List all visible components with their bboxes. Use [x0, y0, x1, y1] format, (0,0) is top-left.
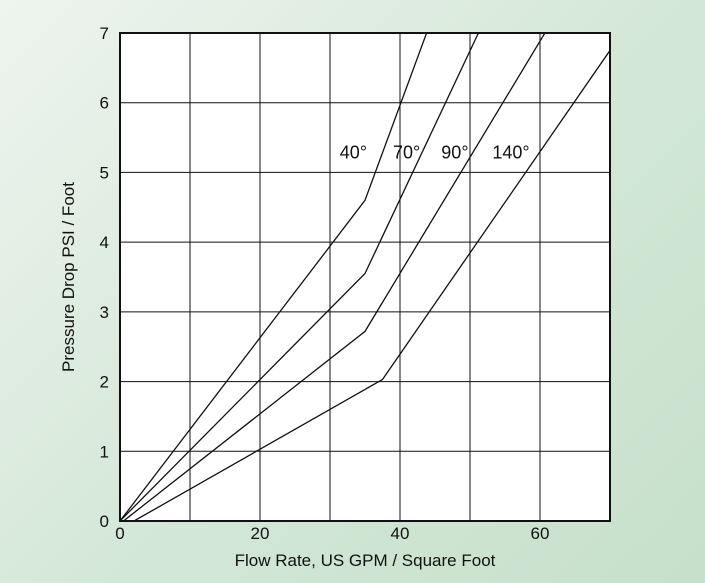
- x-tick-label: 40: [391, 524, 410, 543]
- x-axis-title: Flow Rate, US GPM / Square Foot: [235, 551, 496, 570]
- series-label: 140°: [492, 142, 529, 162]
- grid-lines: [119, 32, 611, 522]
- y-tick-label: 1: [100, 442, 109, 461]
- x-tick-label: 20: [251, 524, 270, 543]
- y-tick-label: 6: [100, 94, 109, 113]
- plot-frame: [119, 32, 611, 522]
- y-axis-title: Pressure Drop PSI / Foot: [59, 182, 78, 372]
- y-tick-label: 7: [100, 24, 109, 43]
- series-label: 90°: [441, 142, 468, 162]
- plot-background: [120, 33, 610, 521]
- y-tick-labels: 0 1 2 3 4 5 6 7: [100, 24, 109, 531]
- y-tick-label: 3: [100, 303, 109, 322]
- series-lines: [120, 33, 610, 521]
- x-tick-label: 0: [115, 524, 124, 543]
- y-tick-label: 5: [100, 163, 109, 182]
- x-tick-labels: 0 20 40 60: [115, 524, 549, 543]
- y-tick-label: 4: [100, 233, 109, 252]
- y-tick-label: 2: [100, 373, 109, 392]
- series-label: 70°: [393, 142, 420, 162]
- series-label: 40°: [340, 142, 367, 162]
- series-line: [120, 33, 428, 521]
- series-labels: 40° 70° 90° 140°: [340, 142, 530, 162]
- series-line: [123, 33, 546, 521]
- series-line: [120, 33, 479, 521]
- y-tick-label: 0: [100, 512, 109, 531]
- x-tick-label: 60: [531, 524, 550, 543]
- series-line: [133, 50, 610, 521]
